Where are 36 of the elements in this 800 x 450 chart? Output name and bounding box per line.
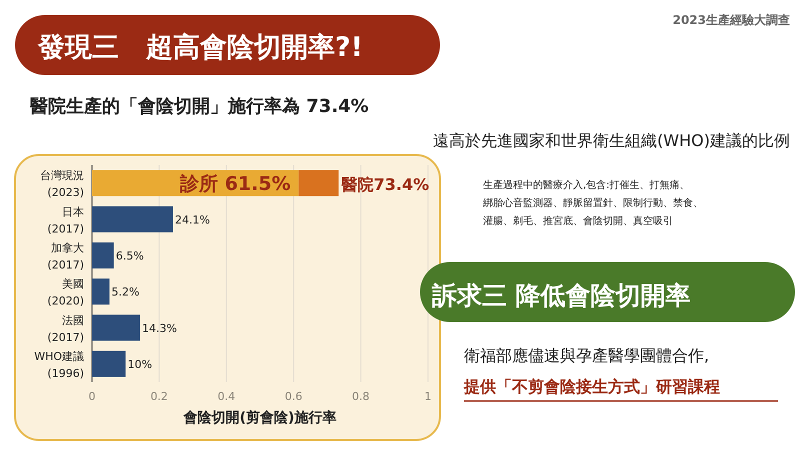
text: 訴求三 降低會陰切開率: [431, 281, 691, 310]
text: 生產過程中的醫療介入,包含:打催生、打無痛、: [483, 179, 690, 191]
x-tick-label: 0.4: [218, 390, 236, 403]
x-tick-label: 0.6: [284, 390, 302, 403]
data-label: 24.1%: [174, 213, 210, 226]
bar: [92, 278, 110, 305]
bar: [92, 350, 126, 377]
data-label: 6.5%: [116, 249, 144, 262]
data-label: 14.3%: [142, 322, 177, 335]
data-label: 診所 61.5%: [179, 173, 291, 196]
text: 綁胎心音監測器、靜脈留置針、限制行動、禁食、: [482, 197, 703, 209]
data-label: 10%: [128, 358, 152, 371]
text: 提供「不剪會陰接生方式」研習課程: [463, 377, 720, 396]
chart-subtitle: 醫院生產的「會陰切開」施行率為 73.4%: [30, 96, 369, 117]
y-tick-label: WHO建議 (1996): [34, 350, 84, 380]
x-tick-label: 0: [88, 390, 96, 403]
bar: [92, 206, 173, 232]
x-tick-label: 0.8: [352, 390, 370, 403]
bar: [298, 170, 339, 196]
text: 2023生產經驗大調查: [672, 13, 790, 27]
x-tick-label: 0.2: [150, 390, 168, 403]
text: 衛福部應儘速與孕產醫學團體合作,: [464, 346, 710, 365]
y-tick-label: 法國 (2017): [47, 314, 84, 344]
text: 遠高於先進國家和世界衛生組織(WHO)建議的比例: [433, 131, 790, 150]
total-label: 醫院73.4%: [342, 175, 430, 194]
y-tick-label: 加拿大 (2017): [47, 241, 84, 272]
x-axis-title: 會陰切開(剪會陰)施行率: [182, 409, 336, 426]
y-tick-label: 台灣現況 (2023): [40, 169, 84, 200]
bar: [92, 314, 140, 341]
bar: [92, 242, 114, 268]
y-tick-label: 日本 (2017): [47, 205, 84, 236]
y-tick-label: 美國 (2020): [47, 278, 84, 308]
data-label: 5.2%: [111, 286, 140, 299]
x-tick-label: 1: [424, 390, 432, 403]
chart-title: 發現三 超高會陰切開率?!: [37, 32, 363, 63]
text: 灌腸、剃毛、推宮底、會陰切開、真空吸引: [483, 215, 673, 227]
